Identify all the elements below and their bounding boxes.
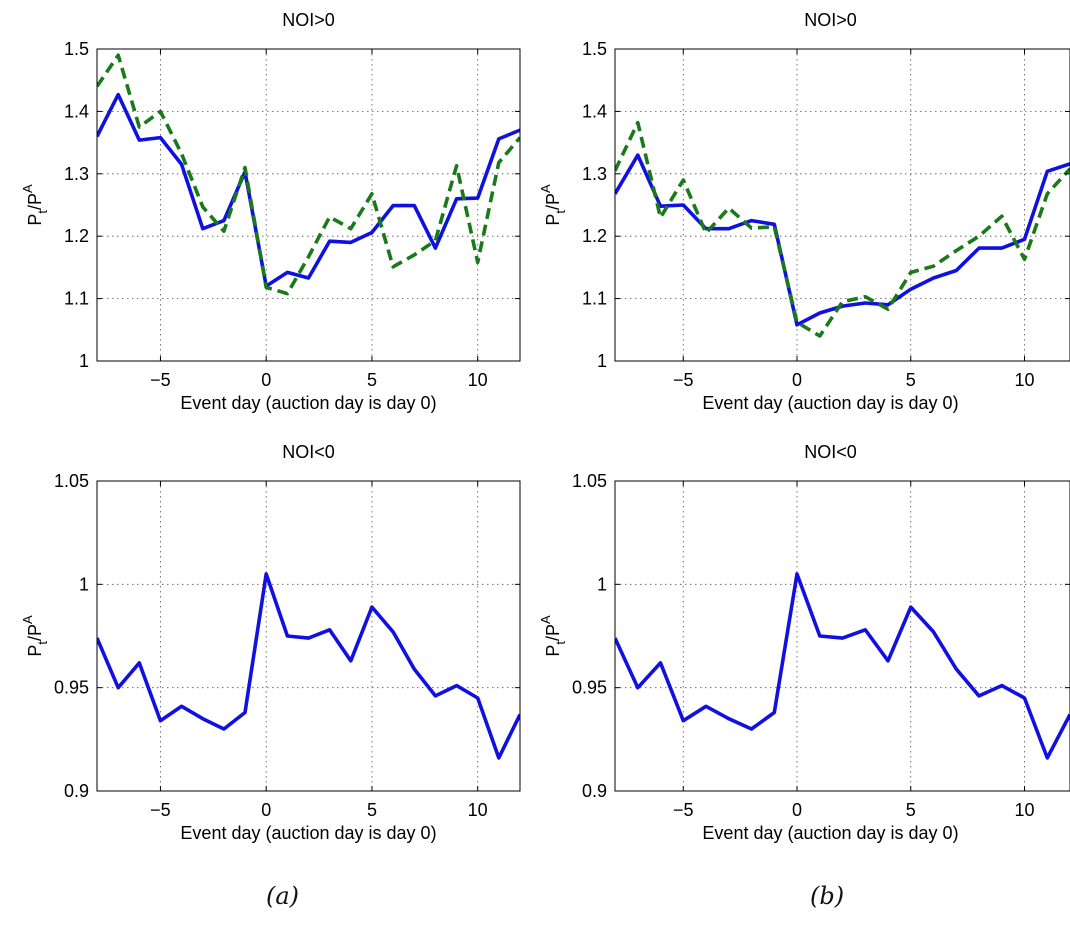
panel-caption-a: (a) (266, 882, 300, 910)
chart-title: NOI<0 (282, 442, 335, 462)
y-tick-label: 1.05 (54, 471, 89, 491)
chart-title: NOI>0 (804, 10, 857, 30)
series-line-solid (615, 572, 1070, 760)
chart-b-bottom: −5 0 5 10 0.9 0.95 1 1.05 NOI<0 Event day (auctio… (538, 442, 1070, 843)
y-tick-label: 1.4 (582, 101, 607, 121)
panel-caption-b: (b) (810, 882, 845, 910)
y-axis-label: Pt/PA (538, 615, 568, 657)
chart-b-top: −5 0 5 10 1 1.1 1.2 1.3 1.4 1.5 NOI>0 Event day (au… (538, 10, 1070, 413)
series-line-dashed (615, 120, 1070, 338)
x-tick-label: 5 (367, 800, 377, 820)
series-line-dashed (97, 53, 520, 296)
plot-area (97, 49, 520, 361)
y-tick-label: 1.2 (64, 226, 89, 246)
y-tick-label: 1.1 (64, 289, 89, 309)
x-tick-label: −5 (673, 800, 694, 820)
x-axis-label: Event day (auction day is day 0) (702, 823, 958, 843)
plot-area (615, 481, 1070, 791)
y-tick-label: 1.1 (582, 289, 607, 309)
y-tick-label: 1.5 (582, 39, 607, 59)
y-axis-label: Pt/PA (20, 184, 50, 226)
x-tick-label: 0 (792, 800, 802, 820)
x-tick-label: 5 (906, 800, 916, 820)
x-axis-label: Event day (auction day is day 0) (180, 823, 436, 843)
chart-title: NOI>0 (282, 10, 335, 30)
x-tick-label: 0 (261, 370, 271, 390)
x-tick-label: 5 (367, 370, 377, 390)
y-tick-label: 1 (79, 351, 89, 371)
axes-box (96, 480, 521, 792)
y-tick-label: 1.4 (64, 101, 89, 121)
x-axis-label: Event day (auction day is day 0) (702, 393, 958, 413)
series-line-solid (97, 92, 520, 288)
chart-title: NOI<0 (804, 442, 857, 462)
y-tick-label: 1.05 (572, 471, 607, 491)
x-tick-label: −5 (673, 370, 694, 390)
y-tick-label: 1.3 (582, 164, 607, 184)
y-tick-label: 0.95 (572, 678, 607, 698)
series-line-solid (615, 153, 1070, 327)
x-tick-label: −5 (150, 800, 171, 820)
axes-box (96, 48, 521, 362)
series-line-solid (97, 572, 520, 760)
x-tick-label: 10 (1014, 800, 1034, 820)
plot-area (615, 49, 1070, 361)
x-tick-label: 0 (792, 370, 802, 390)
axes-box (614, 48, 1070, 362)
y-tick-label: 1 (597, 351, 607, 371)
x-tick-label: 10 (1014, 370, 1034, 390)
chart-a-top: −5 0 5 10 1 1.1 1.2 1.3 1.4 1.5 NOI>0 Event day (au… (20, 10, 521, 413)
x-tick-label: 5 (906, 370, 916, 390)
y-tick-label: 0.9 (582, 781, 607, 801)
x-tick-label: 10 (468, 370, 488, 390)
axes-box (614, 480, 1070, 792)
y-tick-label: 0.95 (54, 678, 89, 698)
y-tick-label: 1 (597, 574, 607, 594)
y-tick-label: 1 (79, 574, 89, 594)
y-tick-label: 1.5 (64, 39, 89, 59)
x-tick-label: 10 (468, 800, 488, 820)
y-axis-label: Pt/PA (20, 615, 50, 657)
y-axis-label: Pt/PA (538, 184, 568, 226)
y-tick-label: 1.3 (64, 164, 89, 184)
y-tick-label: 0.9 (64, 781, 89, 801)
x-tick-label: −5 (150, 370, 171, 390)
x-axis-label: Event day (auction day is day 0) (180, 393, 436, 413)
x-tick-label: 0 (261, 800, 271, 820)
chart-a-bottom: −5 0 5 10 0.9 0.95 1 1.05 NOI<0 Event day (auctio… (20, 442, 521, 843)
y-tick-label: 1.2 (582, 226, 607, 246)
plot-area (97, 481, 520, 791)
